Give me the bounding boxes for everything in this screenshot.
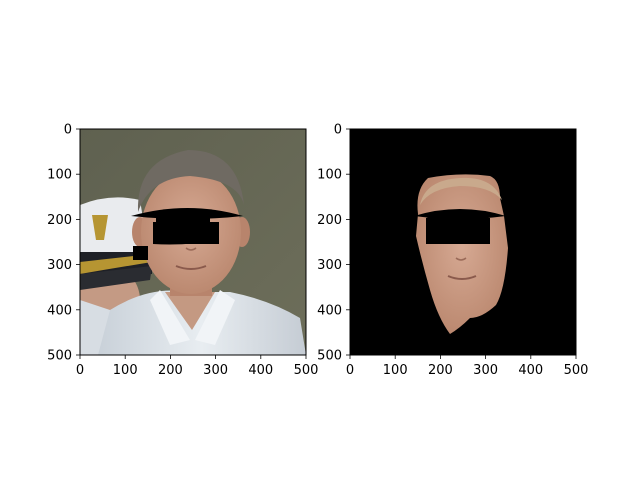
- left-ytick-label: 500: [47, 349, 72, 364]
- right-xtick-label: 500: [564, 363, 589, 378]
- right-xtick-label: 0: [346, 363, 354, 378]
- right-ytick-label: 200: [317, 213, 342, 228]
- mask-overlay-right: [414, 209, 506, 244]
- left-ytick-label: 400: [47, 303, 72, 318]
- mask-overlay: [131, 208, 243, 260]
- left-xtick-label: 500: [294, 363, 319, 378]
- right-xtick-label: 200: [428, 363, 453, 378]
- right-xtick-label: 400: [518, 363, 543, 378]
- left-axes-frame: [79, 128, 307, 356]
- right-ytick-label: 0: [334, 123, 342, 138]
- left-xtick-label: 0: [76, 363, 84, 378]
- left-xtick-label: 300: [203, 363, 228, 378]
- right-xtick-label: 300: [473, 363, 498, 378]
- left-xtick-label: 100: [113, 363, 138, 378]
- left-ytick-label: 0: [64, 123, 72, 138]
- left-xtick-label: 200: [158, 363, 183, 378]
- axis-ticks: 0 100 200 300 400 500 0 100 200 300 400 500 0 100 200 3…: [47, 123, 588, 379]
- right-ytick-label: 400: [317, 303, 342, 318]
- right-axes-frame: [349, 128, 577, 356]
- left-ytick-label: 200: [47, 213, 72, 228]
- left-xtick-label: 400: [248, 363, 273, 378]
- right-xtick-label: 100: [383, 363, 408, 378]
- right-image-panel: [349, 128, 577, 356]
- right-ytick-label: 300: [317, 258, 342, 273]
- left-ytick-label: 100: [47, 168, 72, 183]
- left-ytick-label: 300: [47, 258, 72, 273]
- right-ytick-label: 500: [317, 349, 342, 364]
- right-ytick-label: 100: [317, 168, 342, 183]
- left-image-panel: [79, 128, 307, 356]
